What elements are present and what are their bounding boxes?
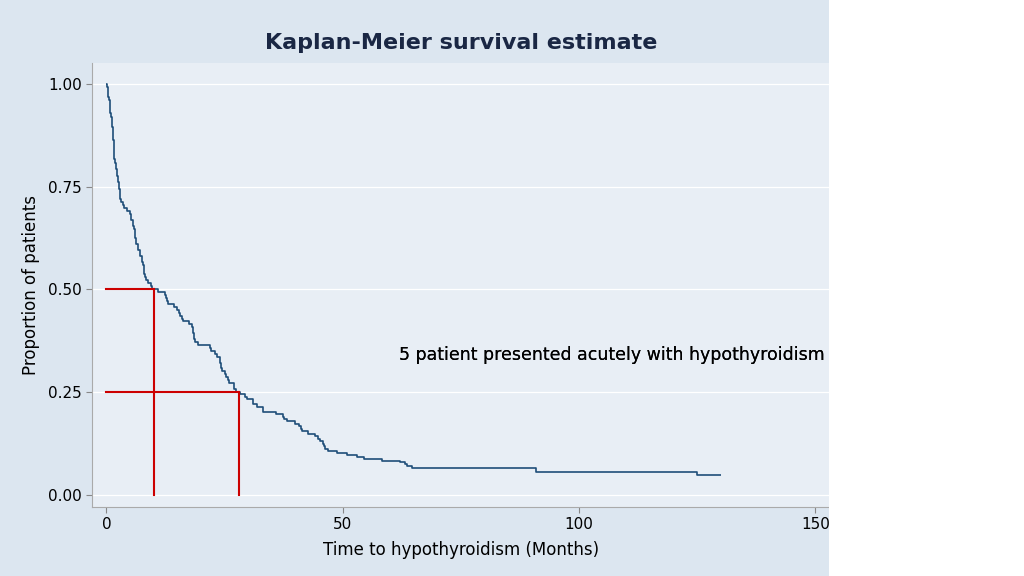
Text: 5 patient presented acutely with hypothyroidism: 5 patient presented acutely with hypothy… — [399, 346, 825, 364]
Title: Kaplan-Meier survival estimate: Kaplan-Meier survival estimate — [264, 33, 657, 54]
Text: 5 patient presented acutely with hypothyroidism: 5 patient presented acutely with hypothy… — [399, 346, 825, 364]
Y-axis label: Proportion of patients: Proportion of patients — [22, 195, 40, 375]
X-axis label: Time to hypothyroidism (Months): Time to hypothyroidism (Months) — [323, 541, 599, 559]
